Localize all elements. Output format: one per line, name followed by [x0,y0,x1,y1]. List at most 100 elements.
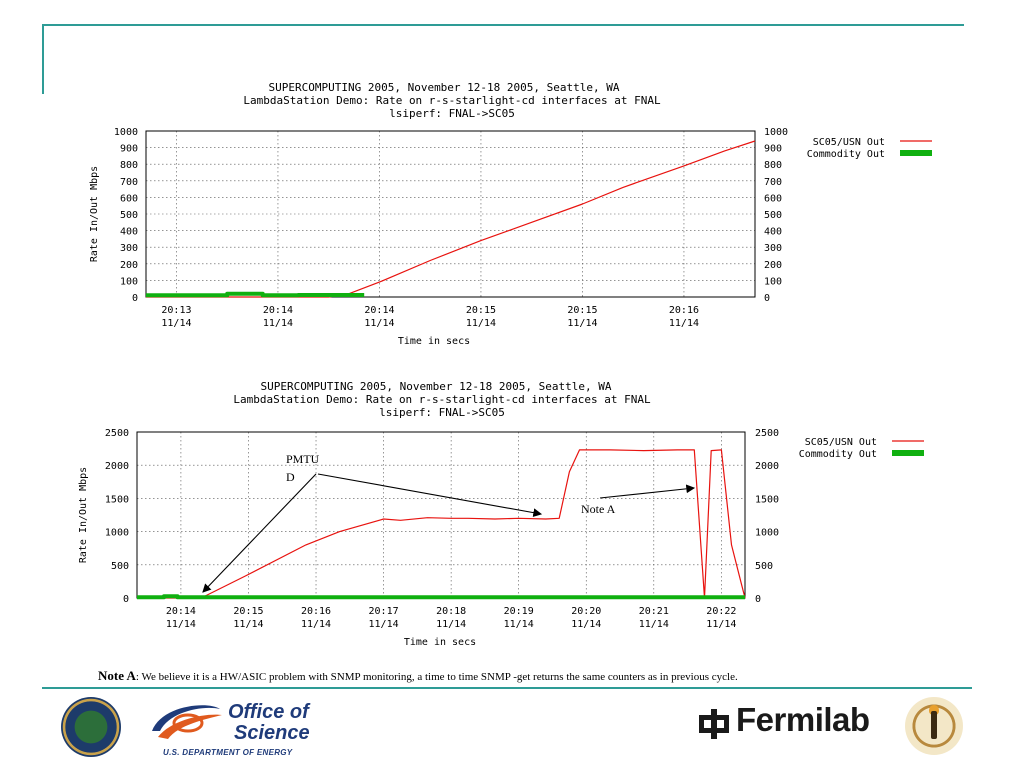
chart1-ylabel: Rate In/Out Mbps [89,166,100,262]
chart2-xtick-time: 20:19 [504,606,534,617]
chart2-xtick-time: 20:18 [436,606,466,617]
chart1-xtick-date: 11/14 [161,318,191,329]
chart2-ytick-left: 2000 [105,461,129,472]
chart2-ylabel: Rate In/Out Mbps [78,467,89,563]
chart2-series-commodity-out [137,594,745,600]
annotation-pmtud-line2: D [286,470,295,484]
chart2-ytick-right: 2500 [755,428,779,439]
chart1-ytick-left: 400 [120,227,138,238]
chart2-xtick-date: 11/14 [504,619,534,630]
chart2-xtick-time: 20:22 [706,606,736,617]
office-of-science-line2: Science [234,722,310,744]
chart2-ytick-left: 2500 [105,428,129,439]
chart2-xtick-date: 11/14 [233,619,263,630]
chart1-xtick-time: 20:14 [364,305,394,316]
chart1-ytick-right: 700 [764,177,782,188]
chart2-title: SUPERCOMPUTING 2005, November 12-18 2005… [261,380,612,393]
chart1-xtick-date: 11/14 [669,318,699,329]
chart1-ytick-right: 500 [764,210,782,221]
caltech-torch-icon [931,711,937,739]
chart1-title: SUPERCOMPUTING 2005, November 12-18 2005… [269,81,620,94]
doe-seal-logo [61,697,121,757]
chart2-xtick-time: 20:21 [639,606,669,617]
office-of-science-subtitle: U.S. DEPARTMENT OF ENERGY [163,748,293,757]
caltech-seal-logo [905,697,963,755]
chart2-subtitle: LambdaStation Demo: Rate on r-s-starligh… [233,393,651,406]
chart1-xtick-date: 11/14 [263,318,293,329]
chart2-ytick-right: 1500 [755,494,779,505]
fermilab-wordmark: Fermilab [736,701,870,738]
chart2-legend-usn: SC05/USN Out [805,437,877,448]
chart2-xtick-date: 11/14 [639,619,669,630]
chart2-ytick-right: 500 [755,561,773,572]
chart2-legend-commodity: Commodity Out [799,449,877,460]
chart1-legend-usn: SC05/USN Out [813,137,885,148]
chart2-xtick-date: 11/14 [706,619,736,630]
chart1-subtitle2: lsiperf: FNAL->SC05 [389,107,515,120]
chart2-series-usn-out [137,449,746,599]
chart2-xtick-date: 11/14 [166,619,196,630]
top-rule [42,24,964,26]
chart2-ytick-left: 500 [111,561,129,572]
chart1-ytick-right: 1000 [764,127,788,138]
chart1-xtick-date: 11/14 [364,318,394,329]
bottom-rule [42,687,972,689]
chart2-xtick-time: 20:20 [571,606,601,617]
chart1-ytick-left: 500 [120,210,138,221]
chart1-ytick-left: 1000 [114,127,138,138]
chart2-ytick-left: 0 [123,594,129,605]
chart1-ytick-left: 100 [120,276,138,287]
chart2-subtitle2: lsiperf: FNAL->SC05 [379,406,505,419]
chart2-ytick-left: 1000 [105,528,129,539]
annotation-note-a: Note A [581,502,616,516]
chart1-ytick-left: 900 [120,144,138,155]
chart1-ytick-left: 0 [132,293,138,304]
chart1-plot-frame [145,130,756,298]
chart1-ytick-right: 0 [764,293,770,304]
chart1-ytick-right: 400 [764,227,782,238]
office-of-science-swoosh-logo [152,705,222,739]
left-rule [42,24,44,94]
chart1-ytick-right: 600 [764,193,782,204]
chart1-ytick-right: 200 [764,260,782,271]
chart2-xtick-time: 20:15 [233,606,263,617]
pmtud-arrow-to-plateau [317,473,543,517]
chart1-ytick-right: 900 [764,144,782,155]
chart1-xtick-time: 20:13 [161,305,191,316]
chart1-ytick-left: 300 [120,243,138,254]
note-a-arrow [599,484,696,499]
chart2-ytick-right: 2000 [755,461,779,472]
chart2-xtick-date: 11/14 [436,619,466,630]
office-of-science-line1: Office of [228,701,309,723]
chart2-xtick-date: 11/14 [571,619,601,630]
chart2-xtick-time: 20:16 [301,606,331,617]
chart2-xtick-date: 11/14 [301,619,331,630]
chart1-xtick-time: 20:14 [263,305,293,316]
chart1-ytick-left: 800 [120,160,138,171]
chart1-xtick-time: 20:16 [669,305,699,316]
chart2-xtick-time: 20:14 [166,606,196,617]
chart1-ytick-left: 600 [120,193,138,204]
chart1-subtitle: LambdaStation Demo: Rate on r-s-starligh… [243,94,661,107]
chart2-ytick-right: 0 [755,594,761,605]
chart2-ytick-left: 1500 [105,494,129,505]
chart1-ytick-left: 200 [120,260,138,271]
chart1-xlabel: Time in secs [398,336,470,347]
note-a-label: Note A [98,668,136,683]
chart2-xlabel: Time in secs [404,637,476,648]
office-of-science-title: Office of Science [228,702,310,744]
caltech-flame-icon [929,705,939,715]
chart1-ytick-right: 800 [764,160,782,171]
chart1-ytick-left: 700 [120,177,138,188]
fermilab-mark-icon [699,709,729,739]
chart1-xtick-date: 11/14 [567,318,597,329]
pmtud-arrow-to-start [202,473,317,593]
chart2-ytick-right: 1000 [755,528,779,539]
note-a-caption: Note A: We believe it is a HW/ASIC probl… [98,668,738,684]
note-a-text: : We believe it is a HW/ASIC problem wit… [135,671,738,683]
chart1-xtick-date: 11/14 [466,318,496,329]
chart1-series-commodity-out [146,291,365,298]
